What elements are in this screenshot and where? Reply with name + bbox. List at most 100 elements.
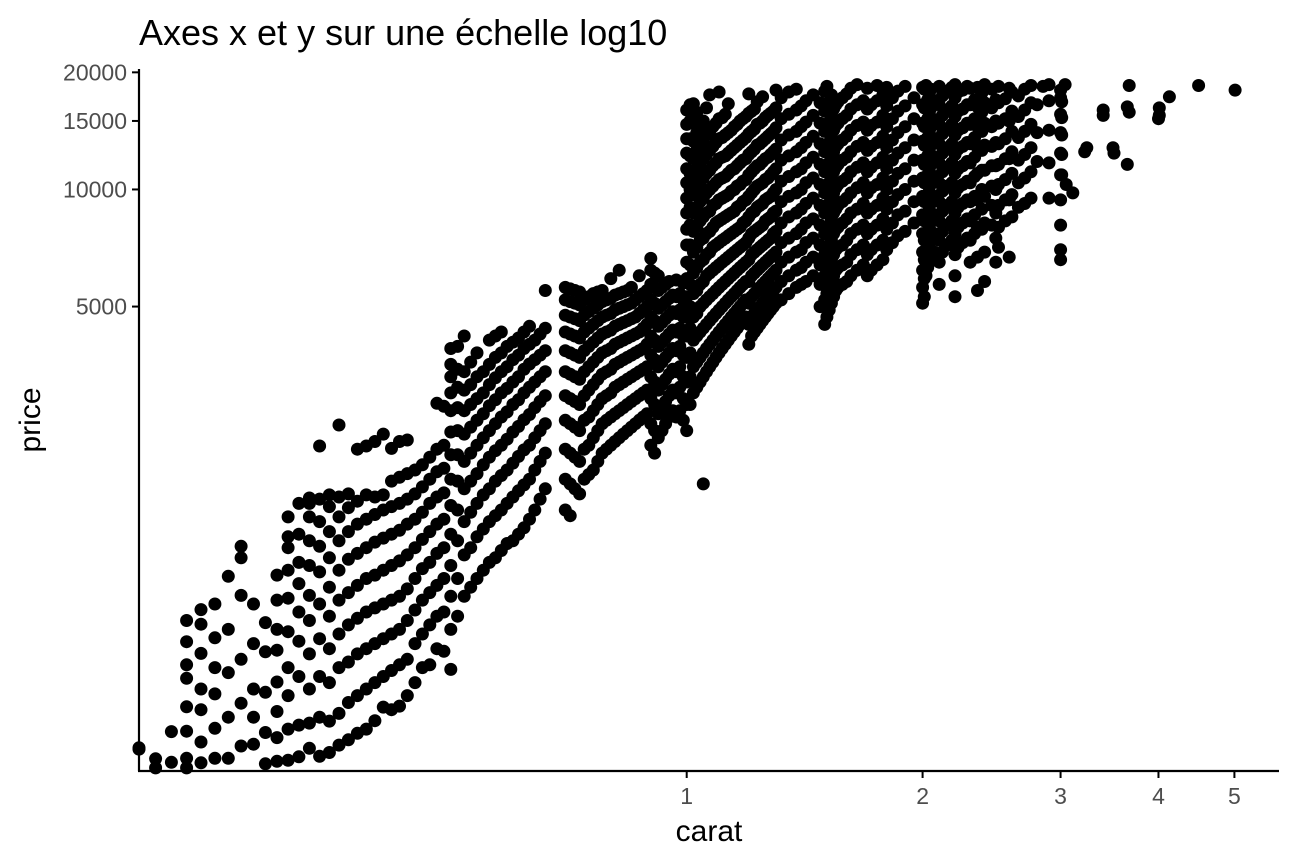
data-point (632, 269, 646, 283)
data-point (180, 635, 194, 649)
data-point (1055, 128, 1069, 142)
data-point (451, 534, 465, 548)
data-point (989, 255, 1003, 269)
data-point (1192, 79, 1206, 92)
data-point (400, 582, 414, 596)
data-point (281, 625, 295, 639)
data-point (1005, 210, 1019, 224)
data-point (221, 622, 235, 636)
data-point (180, 751, 194, 765)
data-point (538, 344, 552, 358)
data-point (457, 365, 471, 379)
data-point (680, 424, 694, 438)
data-point (523, 319, 536, 333)
data-point (341, 618, 355, 632)
data-point (451, 609, 465, 623)
data-point (322, 609, 336, 623)
data-point (313, 632, 327, 646)
data-point (313, 439, 327, 453)
data-point (302, 614, 316, 627)
data-point (683, 398, 697, 411)
data-point (292, 750, 306, 764)
data-point (437, 438, 451, 452)
data-point (1152, 101, 1166, 115)
data-point (573, 454, 587, 468)
data-point (332, 510, 346, 524)
data-point (292, 605, 306, 619)
data-point (208, 751, 222, 765)
data-point (1042, 191, 1056, 205)
data-point (332, 418, 346, 432)
data-point (270, 675, 284, 689)
data-point (302, 510, 316, 524)
points-layer (132, 78, 1242, 775)
data-point (341, 525, 355, 539)
data-point (194, 603, 208, 617)
data-point (302, 716, 316, 730)
data-point (194, 646, 208, 660)
chart-title: Axes x et y sur une échelle log10 (139, 12, 667, 53)
data-point (423, 658, 437, 672)
data-point (612, 263, 626, 277)
data-point (648, 446, 662, 460)
data-point (180, 671, 194, 685)
data-point (281, 722, 295, 736)
data-point (322, 525, 336, 539)
data-point (247, 597, 260, 611)
data-point (457, 329, 471, 343)
data-point (932, 277, 946, 291)
data-point (234, 739, 248, 753)
data-point (332, 661, 346, 675)
data-point (408, 603, 422, 617)
data-point (281, 530, 295, 544)
data-point (400, 652, 414, 666)
data-point (1042, 123, 1056, 137)
data-point (423, 555, 437, 569)
data-point (400, 614, 414, 627)
data-point (1030, 126, 1044, 140)
data-point (341, 501, 355, 515)
data-point (907, 91, 921, 105)
data-point (1005, 166, 1019, 180)
data-point (1042, 78, 1056, 92)
data-point (948, 290, 962, 304)
data-point (533, 492, 547, 506)
x-axis-title: carat (676, 815, 743, 848)
data-point (538, 482, 552, 496)
data-point (898, 120, 912, 134)
data-point (1042, 94, 1056, 108)
data-point (1005, 188, 1019, 202)
data-point (332, 627, 346, 641)
data-point (341, 733, 355, 747)
data-point (1030, 98, 1044, 112)
data-point (400, 689, 414, 703)
data-point (194, 703, 208, 717)
data-point (712, 85, 726, 99)
data-point (234, 696, 248, 710)
data-point (208, 631, 222, 645)
data-point (1055, 111, 1069, 125)
data-point (322, 642, 336, 656)
data-point (975, 202, 989, 216)
data-point (281, 661, 295, 675)
data-point (270, 705, 284, 718)
data-point (437, 605, 451, 619)
data-point (247, 737, 260, 751)
x-tick-label: 5 (1228, 783, 1241, 809)
y-axis-ticks: 5000 10000 15000 20000 (63, 59, 139, 320)
data-point (180, 658, 194, 672)
data-point (948, 269, 962, 283)
data-point (408, 572, 422, 585)
data-point (992, 79, 1005, 93)
data-point (538, 321, 552, 335)
data-point (971, 284, 984, 297)
data-point (221, 710, 235, 724)
data-point (292, 496, 306, 510)
data-point (164, 755, 178, 769)
data-point (302, 647, 316, 661)
data-point (180, 724, 194, 738)
data-point (1122, 79, 1136, 92)
data-point (322, 714, 336, 728)
data-point (208, 661, 222, 675)
data-point (437, 486, 451, 500)
